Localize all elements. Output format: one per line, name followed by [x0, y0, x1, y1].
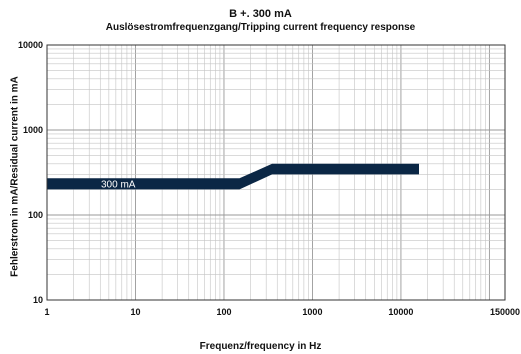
y-tick-label: 10: [33, 295, 43, 305]
tripping-band: 300 mA: [47, 163, 419, 190]
y-tick-label: 100: [28, 210, 43, 220]
x-tick-label: 100: [216, 307, 231, 317]
x-tick-label: 10000: [388, 307, 413, 317]
plot-frame: [46, 44, 506, 301]
y-tick-label: 1000: [23, 125, 43, 135]
x-tick-label: 1000: [302, 307, 322, 317]
band-label: 300 mA: [101, 179, 136, 190]
y-tick-label: 10000: [18, 40, 43, 50]
chart-subtitle: Auslösestromfrequenzgang/Tripping curren…: [105, 22, 416, 33]
tripping-band-area: [47, 163, 419, 190]
x-tick-label: 1: [44, 307, 49, 317]
chart-title: B +. 300 mA: [229, 8, 292, 20]
x-axis-label: Frequenz/frequency in Hz: [199, 341, 322, 352]
plot-border: [46, 44, 506, 301]
x-tick-label: 10: [130, 307, 140, 317]
x-tick-label: 150000: [490, 307, 520, 317]
